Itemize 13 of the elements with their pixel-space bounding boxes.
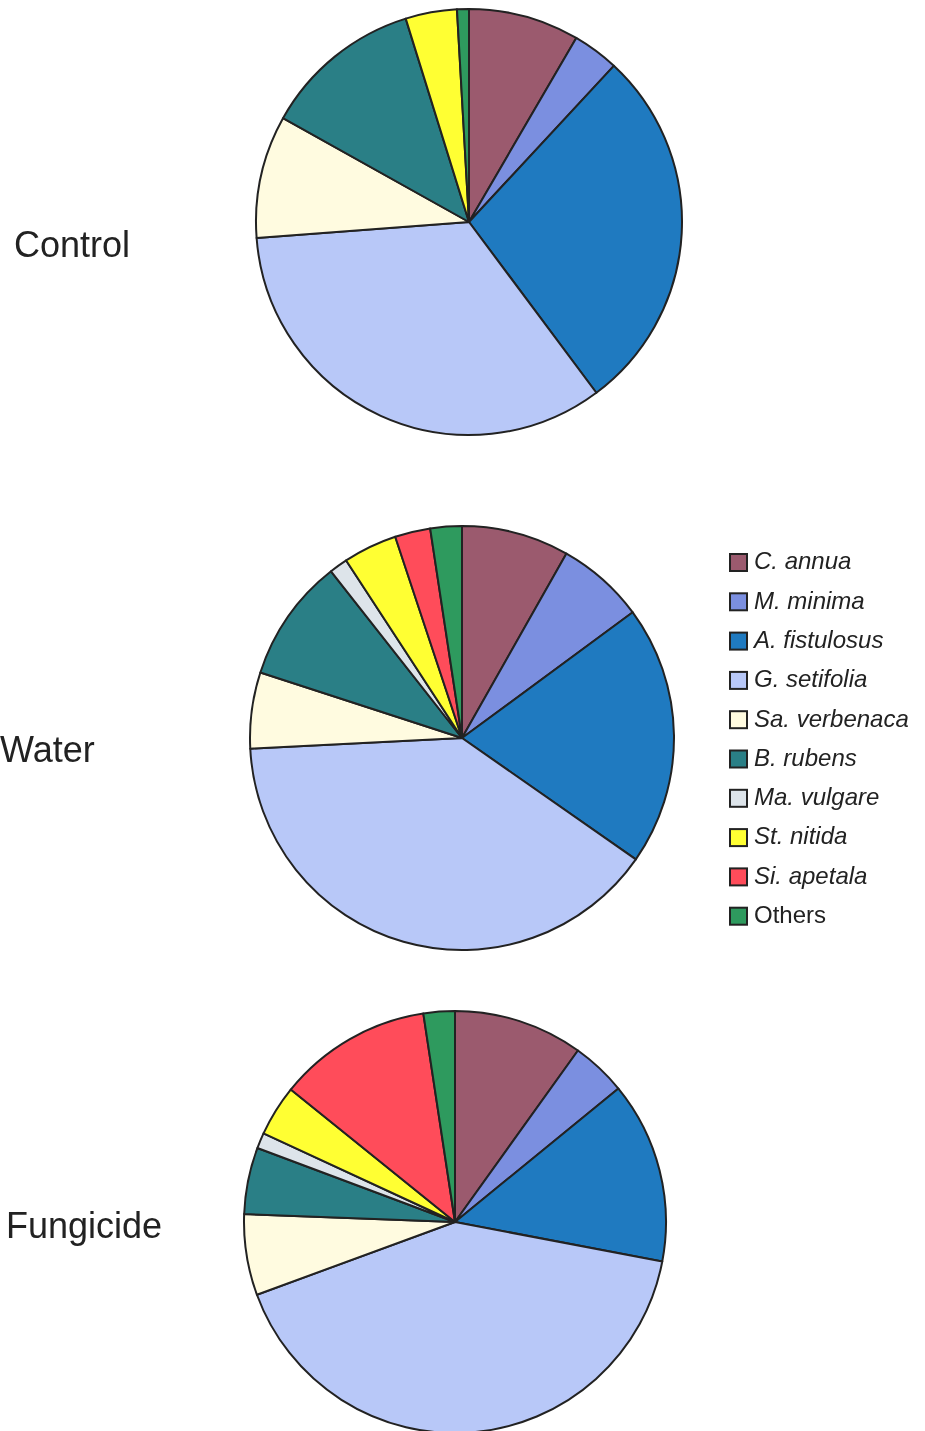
- text: Water: [0, 728, 95, 770]
- legend-label: M. minima: [754, 586, 865, 614]
- legend-label: A. fistulosus: [752, 625, 884, 653]
- legend-label: C. annua: [754, 547, 852, 575]
- text: Control: [14, 223, 131, 265]
- legend-label: Ma. vulgare: [754, 783, 880, 811]
- legend-label: G. setifolia: [754, 665, 868, 693]
- legend-label: B. rubens: [754, 743, 857, 771]
- legend-label: Sa. verbenaca: [754, 704, 909, 732]
- legend-label: St. nitida: [754, 822, 848, 850]
- legend-label: Others: [754, 901, 827, 929]
- text: Fungicide: [6, 1204, 163, 1246]
- legend-label: Si. apetala: [754, 861, 868, 889]
